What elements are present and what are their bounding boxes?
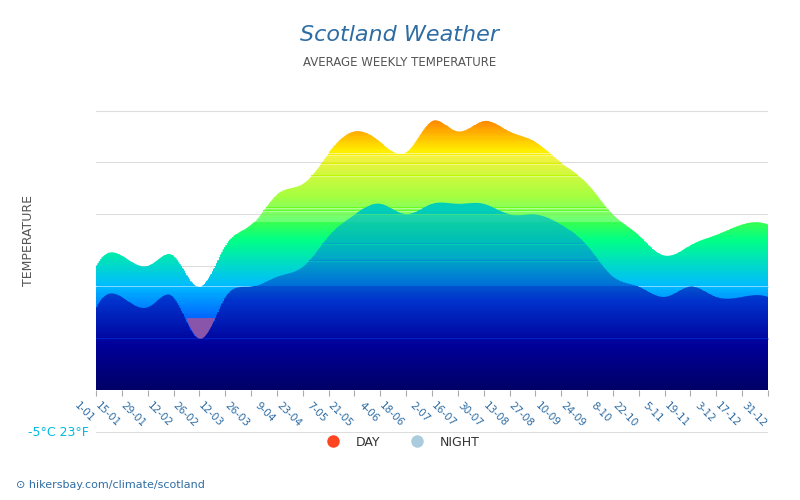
Text: -5°C 23°F: -5°C 23°F: [29, 426, 90, 439]
Text: Scotland Weather: Scotland Weather: [301, 25, 499, 45]
Text: AVERAGE WEEKLY TEMPERATURE: AVERAGE WEEKLY TEMPERATURE: [303, 56, 497, 69]
Y-axis label: TEMPERATURE: TEMPERATURE: [22, 194, 35, 286]
Legend: DAY, NIGHT: DAY, NIGHT: [315, 430, 485, 454]
Text: ⊙ hikersbay.com/climate/scotland: ⊙ hikersbay.com/climate/scotland: [16, 480, 205, 490]
